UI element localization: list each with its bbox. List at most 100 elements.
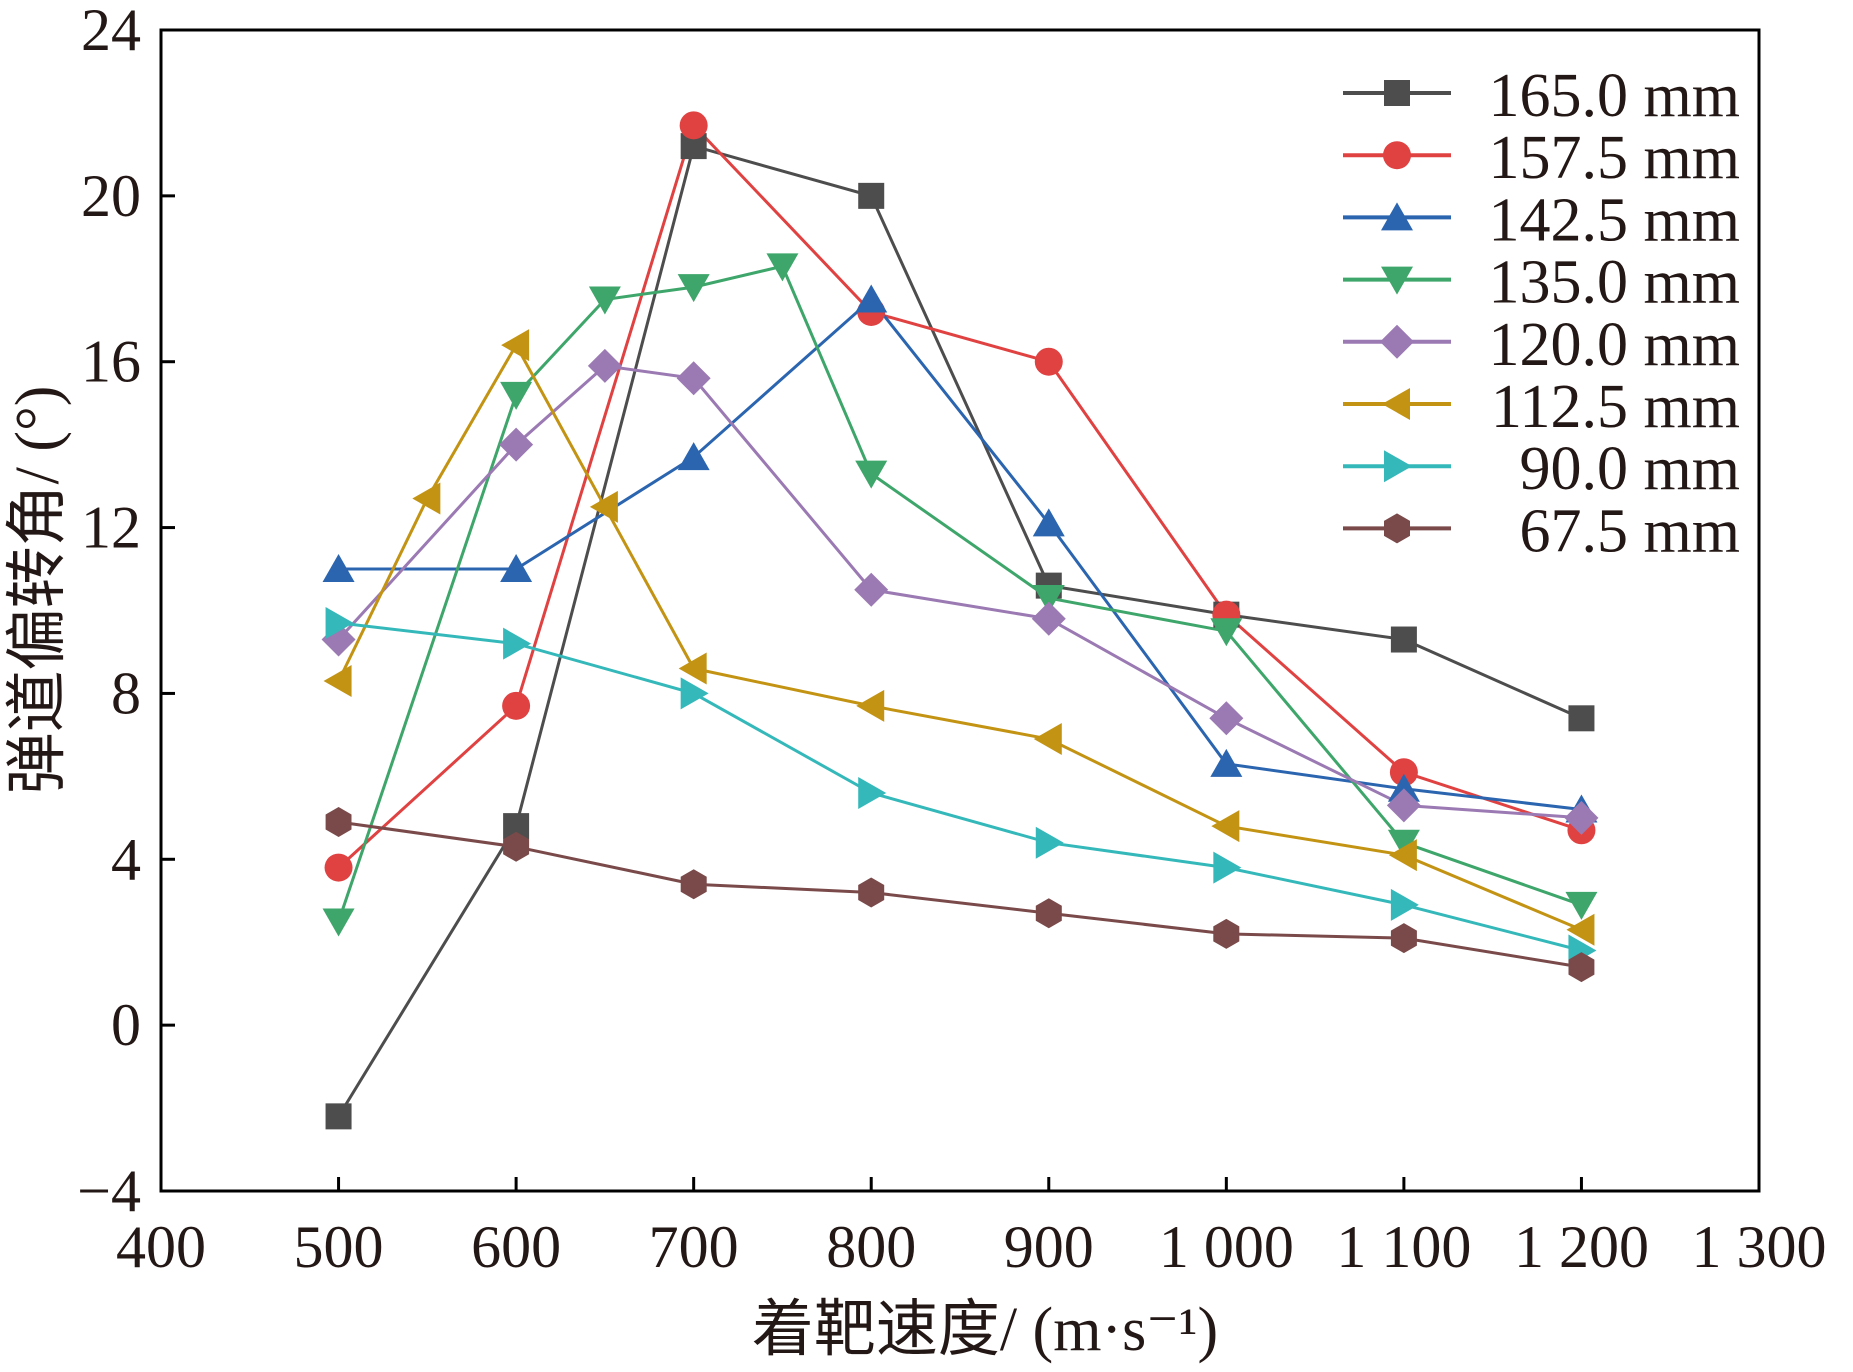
data-point [500, 381, 533, 410]
x-tick-label: 1 200 [1514, 1214, 1649, 1280]
data-point [1035, 826, 1064, 859]
y-tick-label: 0 [111, 992, 141, 1058]
series-line [337, 364, 1582, 820]
data-point [322, 554, 355, 583]
axes: 400 500 600 700 800 900 1 000 1 100 1 200 1 300 −4… [77, 0, 1826, 1280]
data-point [1568, 705, 1595, 732]
x-tick-label: 1 000 [1159, 1214, 1294, 1280]
data-point [589, 490, 618, 523]
series-line [337, 144, 1583, 1118]
data-point [322, 908, 355, 937]
data-point [855, 460, 888, 489]
data-point [676, 361, 711, 396]
y-tick-label: 8 [111, 660, 141, 726]
data-point [680, 869, 707, 900]
data-point [323, 664, 352, 697]
legend-marker [1382, 388, 1410, 420]
data-point [1035, 898, 1062, 929]
data-point [1033, 723, 1062, 756]
data-point [1390, 626, 1417, 653]
data-point [325, 1103, 352, 1130]
data-point [854, 572, 889, 607]
data-point [412, 482, 441, 515]
y-tick-label: 16 [81, 329, 141, 395]
data-point [324, 853, 353, 882]
data-point [1390, 923, 1417, 954]
data-point [501, 329, 530, 362]
y-tick-label: 20 [81, 163, 141, 229]
legend-marker [1381, 202, 1413, 231]
data-point [1568, 952, 1595, 983]
data-point [679, 111, 708, 140]
data-point [1213, 918, 1240, 949]
series-markers [321, 111, 1599, 1130]
data-point [858, 182, 885, 209]
legend-label: 90.0 mm [1520, 435, 1740, 503]
x-tick-label: 600 [471, 1214, 561, 1280]
series-line [338, 820, 1582, 969]
data-point [1565, 891, 1598, 920]
data-point [1388, 839, 1417, 872]
data-point [1034, 347, 1063, 376]
legend-marker [1383, 141, 1411, 170]
x-axis-label: 着靶速度/ (m·s⁻¹) [752, 1296, 1218, 1364]
series-line [337, 122, 1582, 869]
series-line [338, 297, 1582, 811]
y-tick-label: 24 [81, 0, 141, 63]
data-point [499, 427, 534, 462]
data-point [678, 652, 707, 685]
data-point [858, 877, 885, 908]
data-point [1210, 748, 1243, 777]
data-point [502, 691, 531, 720]
legend-marker [1384, 80, 1410, 106]
legend-marker [1381, 266, 1413, 295]
data-point [677, 442, 710, 471]
data-point [1564, 800, 1599, 835]
data-point [1389, 758, 1418, 787]
legend-label: 142.5 mm [1489, 186, 1740, 254]
x-tick-label: 1 100 [1336, 1214, 1471, 1280]
legend-label: 112.5 mm [1491, 373, 1740, 441]
data-point [858, 776, 887, 809]
legend-marker [1380, 324, 1414, 359]
data-point [503, 831, 530, 862]
data-point [1566, 913, 1595, 946]
data-point [503, 627, 532, 660]
y-tick-label: 12 [81, 495, 141, 561]
data-point [1032, 508, 1065, 537]
data-point [325, 606, 354, 639]
data-point [856, 689, 885, 722]
legend-label: 67.5 mm [1520, 497, 1740, 565]
legend-label: 165.0 mm [1489, 62, 1740, 130]
y-tick-label: −4 [77, 1158, 141, 1224]
legend-label: 135.0 mm [1489, 249, 1740, 317]
x-tick-label: 500 [294, 1214, 384, 1280]
data-point [1386, 788, 1421, 823]
data-point [1209, 701, 1244, 736]
y-axis-label: 弹道偏转角/ (°) [4, 386, 72, 795]
data-point [677, 274, 710, 303]
legend-label: 120.0 mm [1489, 311, 1740, 379]
legend-label: 157.5 mm [1489, 124, 1740, 192]
data-point [1032, 585, 1065, 614]
plot-frame [159, 28, 1761, 1193]
data-point [1387, 829, 1420, 858]
data-point [1213, 851, 1242, 884]
data-point [325, 807, 352, 837]
data-point [1387, 773, 1420, 802]
data-point [1390, 888, 1419, 921]
x-tick-label: 400 [116, 1214, 206, 1280]
x-tick-label: 700 [649, 1214, 739, 1280]
series-line [337, 342, 1582, 932]
data-point [588, 286, 621, 315]
data-point [1031, 601, 1066, 636]
series-line [337, 264, 1582, 922]
series-line [338, 621, 1582, 952]
y-tick-label: 4 [111, 826, 141, 892]
x-tick-label: 800 [826, 1214, 916, 1280]
legend-marker [1384, 450, 1412, 483]
x-tick-label: 1 300 [1692, 1214, 1827, 1280]
data-point [680, 677, 709, 710]
data-point [1211, 810, 1240, 843]
